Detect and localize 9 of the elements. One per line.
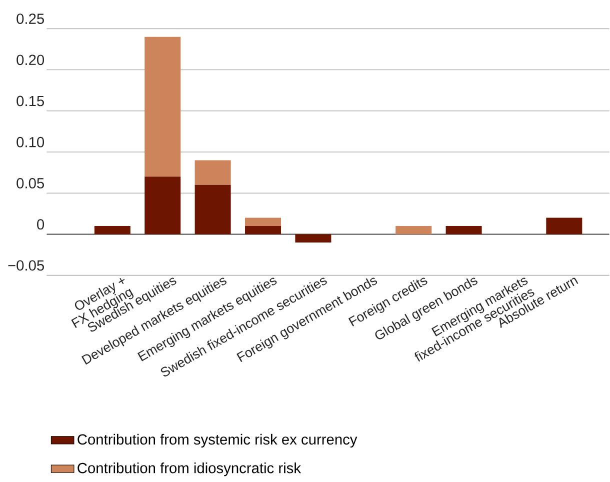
legend-label: Contribution from idiosyncratic risk	[78, 462, 302, 476]
y-tick-label: 0.20	[16, 54, 44, 66]
legend-label: Contribution from systemic risk ex currency	[78, 434, 358, 448]
y-tick-label: 0.05	[16, 178, 44, 188]
y-tick-label: −0.05	[8, 260, 44, 271]
y-tick-label: 0.10	[16, 136, 44, 148]
y-tick-label: 0.15	[16, 96, 44, 106]
y-tick-label: 0.25	[16, 14, 44, 24]
y-tick-label: 0	[37, 219, 44, 230]
